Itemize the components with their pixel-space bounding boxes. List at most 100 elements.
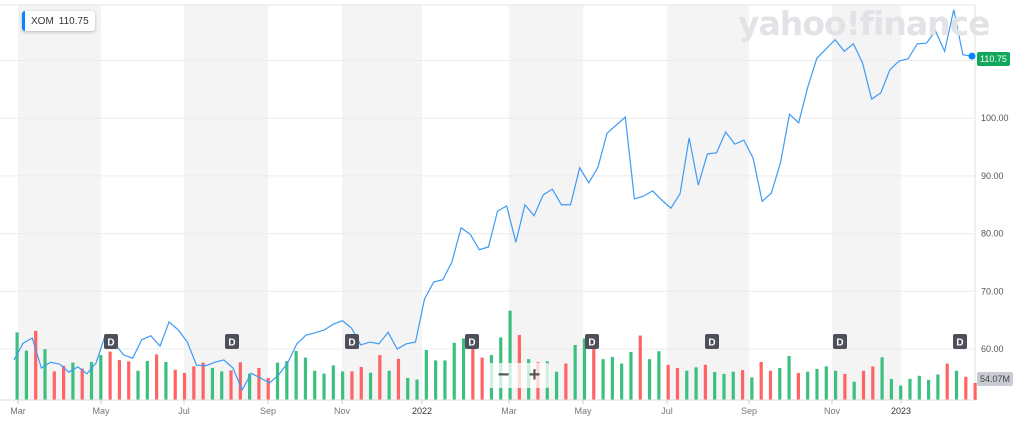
volume-bar: [889, 378, 893, 400]
volume-bar: [768, 370, 773, 400]
dividend-marker-label: D: [708, 338, 715, 349]
dividend-marker: [585, 334, 599, 349]
volume-bar: [117, 360, 122, 400]
price-line: [13, 9, 973, 392]
volume-bar: [824, 366, 828, 400]
x-tick-label: Sep: [260, 406, 276, 416]
volume-bar: [713, 372, 717, 400]
x-tick-label: Sep: [741, 406, 757, 416]
volume-bar: [899, 385, 903, 400]
volume-bar: [945, 363, 949, 400]
volume-bar: [71, 362, 75, 400]
symbol-legend[interactable]: XOM 110.75: [22, 11, 95, 31]
volume-bar: [452, 342, 456, 400]
last-price-tag: 110.75: [977, 52, 1010, 66]
volume-bar: [210, 367, 215, 400]
dividend-marker: [465, 334, 479, 349]
volume-bar: [796, 372, 800, 400]
y-tick-label: 70.00: [981, 286, 1004, 296]
volume-bar: [192, 366, 196, 400]
volume-bar: [434, 360, 438, 400]
volume-bar: [592, 347, 596, 400]
volume-bar: [201, 362, 205, 400]
volume-bar: [666, 364, 670, 400]
volume-bar: [461, 338, 466, 400]
volume-bar: [508, 310, 512, 400]
volume-bar: [266, 377, 270, 400]
x-tick-label: 2023: [891, 406, 911, 416]
volume-bar: [852, 381, 856, 400]
volume-bar: [601, 359, 605, 400]
volume-bar: [127, 361, 131, 400]
dividend-marker-label: D: [228, 338, 235, 349]
volume-bar: [359, 366, 363, 400]
volume-bar: [694, 367, 698, 400]
volume-bar: [861, 370, 866, 400]
y-tick-label: 100.00: [981, 113, 1009, 123]
volume-bar: [778, 367, 782, 400]
volume-bar: [34, 330, 38, 400]
zoom-in-button[interactable]: +: [528, 364, 541, 386]
volume-bar: [248, 373, 252, 400]
volume-bar: [936, 374, 940, 400]
volume-bar: [554, 371, 559, 400]
volume-bar: [303, 357, 308, 400]
y-tick-label: 60.00: [981, 344, 1004, 354]
volume-bar: [731, 371, 735, 400]
x-tick-label: Nov: [334, 406, 351, 416]
volume-bar: [294, 350, 298, 400]
dividend-marker: [953, 334, 967, 349]
month-band: [184, 5, 268, 400]
yahoo-finance-logo: yahoo!finance: [738, 4, 991, 43]
volume-bar: [480, 357, 484, 400]
dividend-marker: [345, 334, 359, 349]
volume-bar: [43, 349, 47, 400]
volume-bar: [573, 344, 577, 400]
volume-bar: [331, 365, 335, 400]
volume-bar: [759, 361, 763, 400]
volume-bar: [136, 370, 140, 400]
dividend-marker-label: D: [468, 338, 475, 349]
x-tick-label: Jul: [178, 406, 190, 416]
volume-bar: [750, 377, 754, 400]
volume-bar: [806, 371, 810, 400]
volume-bar: [15, 332, 19, 400]
volume-bar: [685, 370, 689, 400]
zoom-out-button[interactable]: −: [497, 364, 510, 386]
volume-bar: [275, 362, 280, 400]
volume-bar: [740, 370, 745, 400]
dividend-marker: [833, 334, 847, 349]
volume-bar: [285, 361, 289, 400]
volume-bar: [954, 370, 959, 400]
volume-bar: [787, 355, 791, 400]
volume-bar: [164, 361, 168, 400]
dividend-marker: [225, 334, 239, 349]
volume-bar: [675, 367, 680, 400]
zoom-controls: − +: [488, 363, 550, 388]
volume-bar: [926, 379, 931, 400]
volume-bar: [322, 373, 326, 400]
volume-bar: [657, 351, 661, 400]
volume-bar: [220, 371, 224, 400]
last-price-dot: [968, 52, 976, 60]
dividend-marker: [705, 334, 719, 349]
x-tick-label: Mar: [10, 406, 26, 416]
volume-bar: [620, 363, 624, 400]
volume-bar: [833, 370, 838, 400]
x-tick-label: Nov: [824, 406, 841, 416]
volume-bar: [341, 371, 345, 400]
last-volume-tag: 54.07M: [977, 372, 1014, 386]
volume-bar: [257, 367, 261, 400]
y-tick-label: 90.00: [981, 171, 1004, 181]
volume-bar: [62, 365, 66, 400]
volume-bar: [638, 335, 642, 400]
volume-bar: [313, 370, 317, 400]
volume-bar: [610, 356, 614, 400]
volume-bar: [108, 351, 112, 400]
volume-bar: [387, 370, 391, 400]
x-tick-label: Jul: [661, 406, 673, 416]
volume-bar: [52, 371, 56, 400]
volume-bar: [908, 378, 912, 400]
